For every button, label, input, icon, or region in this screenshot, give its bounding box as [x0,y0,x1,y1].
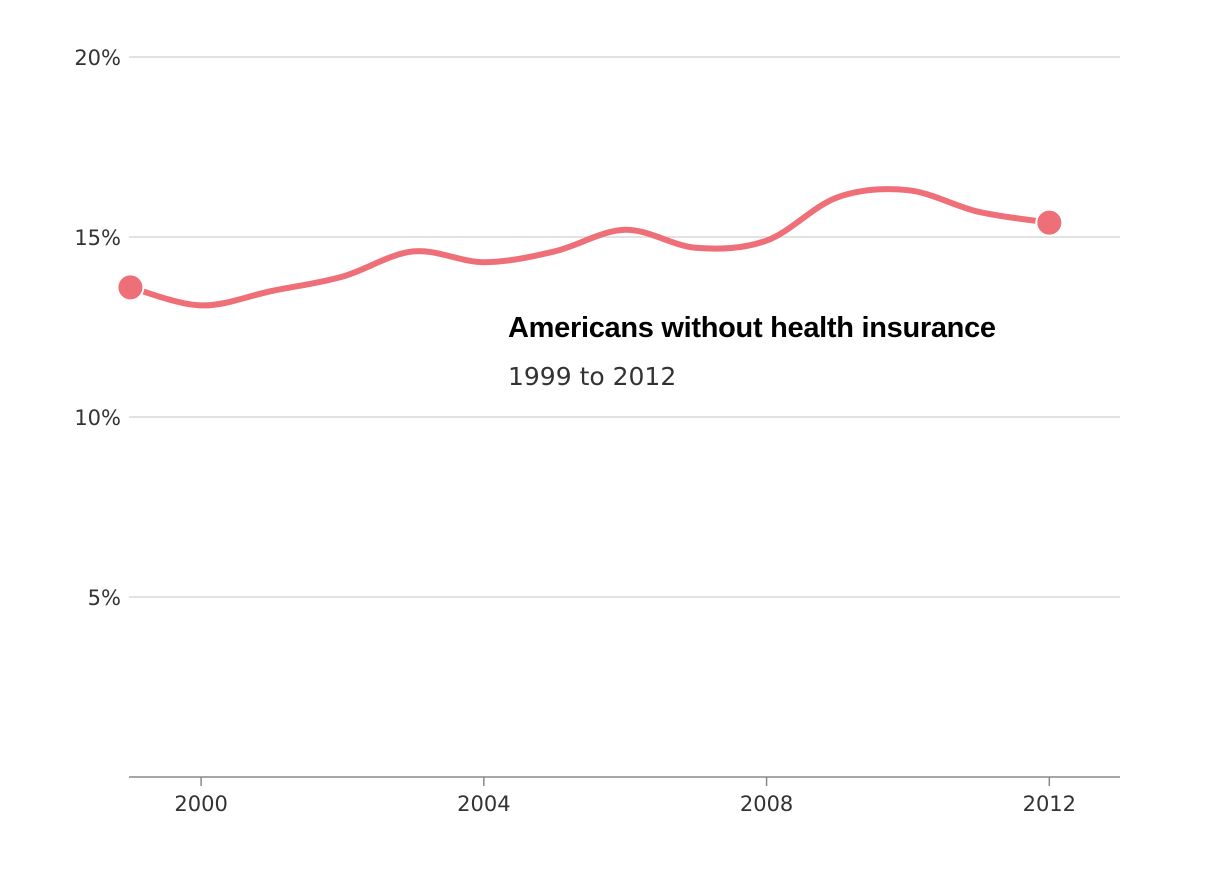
x-tick-label: 2008 [740,792,793,816]
endpoint-markers [117,210,1062,301]
chart-subtitle: 1999 to 2012 [508,362,676,391]
y-tick-label: 15% [74,226,121,250]
x-axis-ticks: 2000 2004 2008 2012 [174,777,1076,816]
y-axis-tick-labels: 5% 10% 15% 20% [74,46,121,610]
data-point-end [1036,210,1062,236]
x-tick-label: 2000 [174,792,227,816]
x-tick-label: 2012 [1023,792,1076,816]
y-tick-label: 20% [74,46,121,70]
x-tick-label: 2004 [457,792,510,816]
y-tick-label: 5% [88,586,121,610]
series-line-uninsured [130,189,1049,305]
chart-title: Americans without health insurance [508,312,996,344]
data-point-start [117,274,143,300]
y-tick-label: 10% [74,406,121,430]
